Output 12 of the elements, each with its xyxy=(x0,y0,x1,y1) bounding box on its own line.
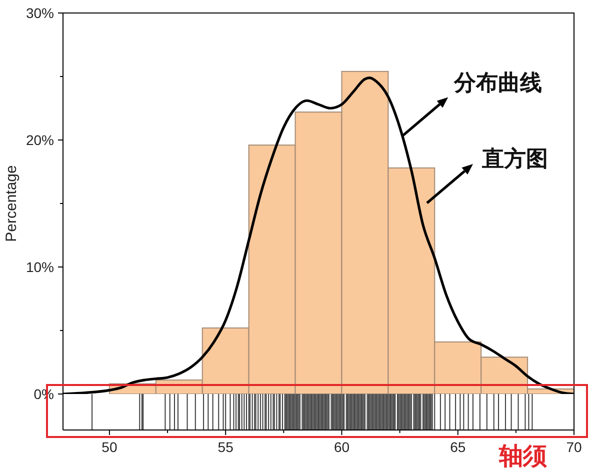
y-tick-label: 10% xyxy=(26,258,54,275)
x-tick-label: 70 xyxy=(566,439,582,455)
x-tick-label: 50 xyxy=(102,439,118,455)
x-tick-label: 55 xyxy=(218,439,234,455)
annotation: 直方图 xyxy=(481,146,548,171)
y-tick-label: 20% xyxy=(26,132,54,148)
annotation: 分布曲线 xyxy=(453,70,542,96)
x-tick-label: 60 xyxy=(334,439,350,455)
x-tick-label: 65 xyxy=(450,439,466,455)
y-axis-title: Percentage xyxy=(2,165,20,242)
y-tick-label: 30% xyxy=(26,4,54,21)
text: 轴须 xyxy=(498,443,548,470)
